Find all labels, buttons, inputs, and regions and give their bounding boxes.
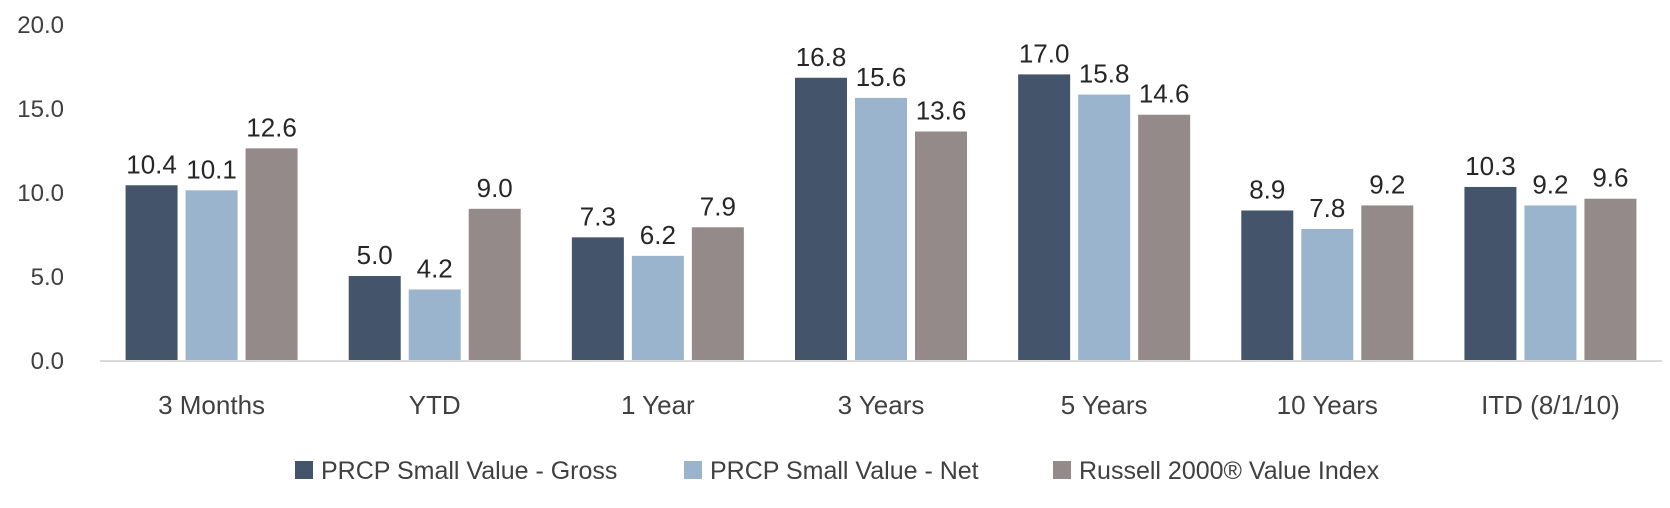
category-label: ITD (8/1/10)	[1481, 390, 1620, 420]
bar-index	[1138, 114, 1191, 360]
category-label: 10 Years	[1277, 390, 1378, 420]
bar-gross	[571, 237, 624, 360]
legend-label: Russell 2000® Value Index	[1079, 457, 1380, 485]
bar-index	[245, 148, 298, 360]
data-label: 7.9	[700, 191, 736, 221]
bar-net	[1524, 205, 1577, 360]
data-label: 10.4	[126, 149, 177, 179]
legend-swatch	[684, 461, 702, 479]
bar-gross	[348, 276, 401, 360]
data-label: 8.9	[1249, 174, 1285, 204]
bar-index	[468, 208, 521, 360]
y-axis: 0.0 5.0 10.0 15.0 20.0	[17, 12, 64, 375]
data-label: 14.6	[1139, 79, 1190, 109]
data-label: 10.3	[1465, 151, 1516, 181]
bar-net	[631, 255, 684, 360]
category-label: 1 Year	[621, 390, 695, 420]
bar-gross	[125, 185, 178, 360]
data-label: 5.0	[357, 240, 393, 270]
bar-net	[1301, 228, 1354, 360]
bar-gross	[1464, 186, 1517, 360]
data-label: 17.0	[1019, 38, 1070, 68]
data-label: 7.8	[1309, 193, 1345, 223]
bar-index	[1361, 205, 1414, 360]
data-label: 9.2	[1532, 169, 1568, 199]
y-tick-label: 5.0	[31, 264, 64, 291]
data-label: 15.8	[1079, 59, 1130, 89]
data-label: 7.3	[580, 201, 616, 231]
bar-gross	[1241, 210, 1294, 360]
bars-group	[125, 74, 1637, 361]
data-labels-group: 10.4 10.1 12.6 5.0 4.2 9.0 7.3 6.2 7.9 16.8 15.6 13…	[126, 38, 1628, 283]
data-label: 15.6	[856, 62, 907, 92]
data-label: 9.2	[1369, 169, 1405, 199]
bar-index	[691, 227, 744, 360]
x-axis: 3 Months YTD 1 Year 3 Years 5 Years 10 Years I…	[158, 390, 1620, 420]
data-label: 10.1	[186, 154, 237, 184]
data-label: 4.2	[417, 253, 453, 283]
legend-swatch	[1053, 461, 1071, 479]
data-label: 9.6	[1592, 163, 1628, 193]
y-tick-label: 10.0	[17, 180, 64, 207]
bar-net	[408, 289, 461, 360]
legend-label: PRCP Small Value - Net	[710, 457, 979, 485]
bar-index	[1584, 198, 1637, 360]
category-label: YTD	[409, 390, 461, 420]
y-tick-label: 20.0	[17, 12, 64, 39]
y-tick-label: 15.0	[17, 96, 64, 123]
bar-net	[1078, 94, 1131, 360]
legend-label: PRCP Small Value - Gross	[321, 457, 617, 485]
bar-net	[185, 190, 238, 360]
bar-gross	[795, 77, 847, 360]
data-label: 13.6	[916, 96, 967, 126]
data-label: 16.8	[796, 42, 847, 72]
category-label: 5 Years	[1061, 390, 1148, 420]
legend-swatch	[295, 461, 313, 479]
y-tick-label: 0.0	[31, 348, 64, 375]
legend: PRCP Small Value - Gross PRCP Small Value…	[295, 457, 1380, 485]
category-label: 3 Years	[838, 390, 925, 420]
bar-index	[915, 131, 967, 360]
data-label: 12.6	[246, 112, 297, 142]
bar-net	[855, 97, 907, 361]
data-label: 9.0	[477, 173, 513, 203]
bar-gross	[1018, 74, 1071, 361]
category-label: 3 Months	[158, 390, 265, 420]
data-label: 6.2	[640, 220, 676, 250]
